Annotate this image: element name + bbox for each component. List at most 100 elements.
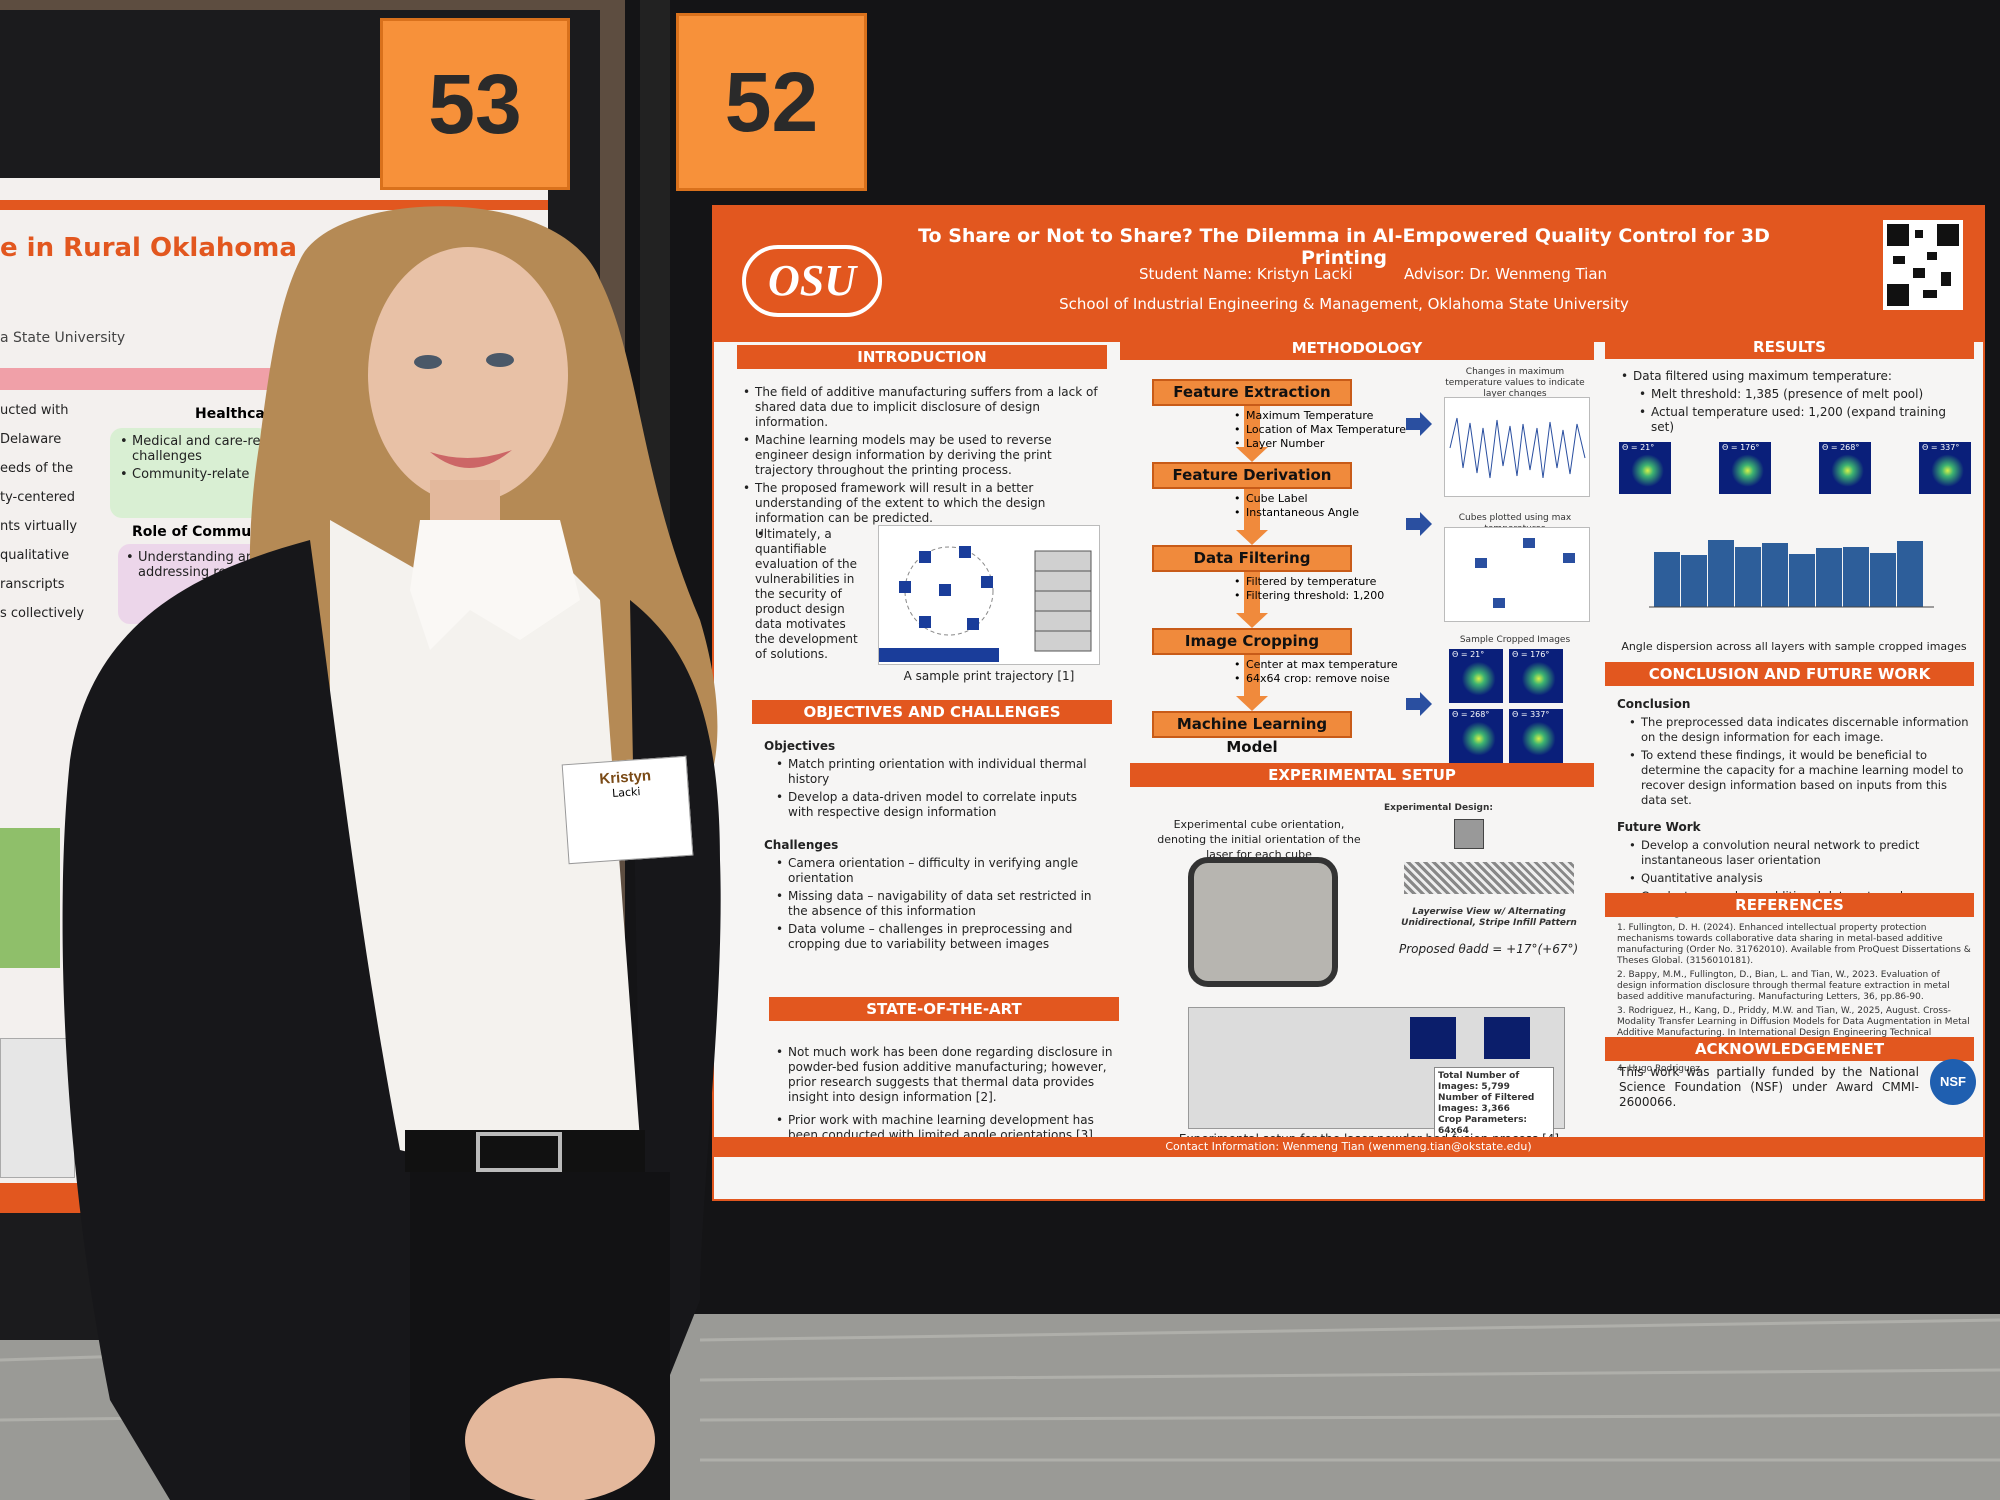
- smile: [430, 450, 512, 469]
- left-list: Medical and care-re challenges Community-…: [118, 434, 268, 485]
- layer-pattern: [1404, 862, 1574, 894]
- bullet: Understanding ar addressing re: [124, 550, 264, 580]
- cropped-data: [1484, 1017, 1530, 1059]
- bullet: Data volume – challenges in preprocessin…: [774, 922, 1104, 952]
- plot-title: Sample Cropped Images: [1459, 635, 1571, 645]
- eye: [414, 355, 442, 369]
- cube-photo: [1188, 857, 1338, 987]
- bullet: eeds of the: [0, 461, 74, 476]
- section-heading: CONCLUSION AND FUTURE WORK: [1605, 662, 1974, 686]
- sub-heading: Future Work: [1617, 820, 1701, 834]
- thermal-image: Θ = 176°: [1509, 649, 1563, 703]
- section-heading: OBJECTIVES AND CHALLENGES: [752, 700, 1112, 724]
- plot-title: Changes in maximum temperature values to…: [1445, 367, 1585, 399]
- thermal-image: Θ = 337°: [1509, 709, 1563, 763]
- step-item: 64x64 crop: remove noise: [1232, 672, 1390, 686]
- nsf-logo: NSF: [1930, 1059, 1976, 1105]
- bullet: The proposed framework will result in a …: [741, 481, 1107, 526]
- bullet: Total Number of Images: 5,799: [1438, 1071, 1520, 1092]
- left-poster-affiliation: a State University: [0, 330, 126, 346]
- step-item: Instantaneous Angle: [1232, 506, 1359, 520]
- thermal-image: Θ = 268°: [1449, 709, 1503, 763]
- left-fragments: ucted with Delaware eeds of the ty-centered…: [0, 403, 100, 635]
- blazer-left: [62, 540, 470, 1500]
- section-heading: REFERENCES: [1605, 893, 1974, 917]
- bullet: Machine learning models may be used to r…: [741, 433, 1107, 478]
- section-heading: METHODOLOGY: [1120, 336, 1594, 360]
- thermal-image: Θ = 176°: [1719, 442, 1771, 494]
- bullet: Melt threshold: 1,385 (presence of melt …: [1637, 387, 1969, 402]
- bullet: nts virtually: [0, 519, 78, 534]
- bullet: ucted with: [0, 403, 69, 418]
- flow-step: Data Filtering: [1152, 545, 1352, 572]
- bullet: Missing data – navigability of data set …: [774, 889, 1104, 919]
- buckle: [476, 1132, 562, 1172]
- image-label: Θ = 21°: [1622, 443, 1655, 452]
- sub-heading: Conclusion: [1617, 697, 1691, 711]
- poster-title: To Share or Not to Share? The Dilemma in…: [918, 225, 1770, 269]
- flow-step: Feature Extraction: [1152, 379, 1352, 406]
- poster: OSU To Share or Not to Share? The Dilemm…: [714, 207, 1983, 1199]
- cube-icon: [1454, 819, 1484, 849]
- bullet: Data filtered using maximum temperature:: [1619, 369, 1969, 384]
- design-label: Experimental Design:: [1384, 803, 1493, 813]
- carpet-pattern: [0, 1318, 2000, 1462]
- image-label: Θ = 268°: [1452, 710, 1490, 719]
- objectives-list: Match printing orientation with individu…: [764, 757, 1104, 820]
- affiliation: School of Industrial Engineering & Manag…: [1059, 295, 1629, 313]
- temperature-plot: [1444, 397, 1590, 497]
- bullet: Community-relate: [118, 467, 268, 482]
- qr-code: [1883, 220, 1963, 310]
- left-poster-title: e in Rural Oklahoma: [0, 233, 297, 263]
- bullet-text: Ultimately, a quantifiable evaluation of…: [755, 527, 869, 662]
- step-item: Location of Max Temperature: [1232, 423, 1406, 437]
- histogram-figure: [1649, 540, 1934, 608]
- results-bullets: Data filtered using maximum temperature:…: [1619, 369, 1969, 438]
- belt: [405, 1130, 645, 1172]
- conclusion-list: The preprocessed data indicates discerna…: [1617, 715, 1969, 808]
- step-item: Filtering threshold: 1,200: [1232, 589, 1384, 603]
- face: [368, 247, 568, 503]
- bullet: ty-centered: [0, 490, 76, 505]
- section-heading: ACKNOWLEDGEMENET: [1605, 1037, 1974, 1061]
- image-label: Θ = 268°: [1822, 443, 1860, 452]
- section-heading: RESULTS: [1605, 335, 1974, 359]
- collar: [410, 520, 580, 650]
- flow-step: Feature Derivation: [1152, 462, 1352, 489]
- thermal-image: Θ = 268°: [1819, 442, 1871, 494]
- section-heading: EXPERIMENTAL SETUP: [1130, 763, 1594, 787]
- angle-images: Θ = 21° Θ = 176° Θ = 268° Θ = 337°: [1619, 442, 1971, 502]
- bullet: To extend these findings, it would be be…: [1627, 748, 1969, 808]
- sub-heading: Objectives: [764, 739, 836, 753]
- image-label: Θ = 176°: [1722, 443, 1760, 452]
- bullet: Develop a convolution neural network to …: [1627, 838, 1969, 868]
- flow-step: Image Cropping: [1152, 628, 1352, 655]
- bullet: ranscripts: [0, 577, 65, 592]
- stripe: [0, 200, 548, 210]
- bullet: The field of additive manufacturing suff…: [741, 385, 1107, 430]
- challenges-list: Camera orientation – difficulty in verif…: [764, 856, 1104, 952]
- bullet: Actual temperature used: 1,200 (expand t…: [1637, 405, 1969, 435]
- eye: [486, 353, 514, 367]
- trajectory-figure: [878, 525, 1100, 665]
- bullet: Delaware: [0, 432, 62, 447]
- bullet: 1. Fullington, D. H. (2024). Enhanced in…: [1617, 923, 1971, 966]
- number-sign: 52: [676, 13, 867, 191]
- figure: [0, 828, 60, 968]
- intro-bullets: The field of additive manufacturing suff…: [741, 385, 1107, 529]
- arrows: [1406, 412, 1432, 716]
- intro-last-bullet: Ultimately, a quantifiable evaluation of…: [741, 527, 869, 665]
- step-item: Layer Number: [1232, 437, 1324, 451]
- thermal-image: Θ = 21°: [1619, 442, 1671, 494]
- objectives-body: Objectives Match printing orientation wi…: [764, 733, 1104, 955]
- flow-step: Machine Learning Model: [1152, 711, 1352, 756]
- section-heading: STATE-OF-THE-ART: [769, 997, 1119, 1021]
- layerwise-label: Layerwise View w/ Alternating Unidirecti…: [1401, 907, 1577, 928]
- left-heading: Healthca: [195, 406, 265, 422]
- image-label: Θ = 176°: [1512, 650, 1550, 659]
- bullet: Camera orientation – difficulty in verif…: [774, 856, 1104, 886]
- logo: OSU: [742, 245, 882, 317]
- thermal-image: Θ = 21°: [1449, 649, 1503, 703]
- step-item: Center at max temperature: [1232, 658, 1398, 672]
